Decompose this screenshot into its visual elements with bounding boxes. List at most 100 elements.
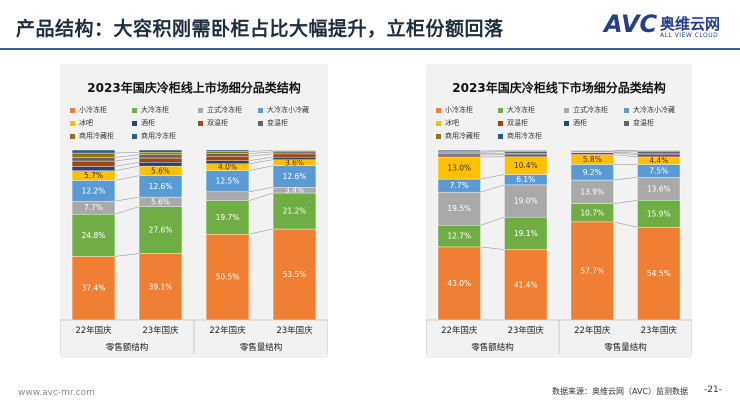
series-connector [248, 151, 274, 154]
data-label: 5.6% [151, 197, 170, 206]
series-connector [114, 196, 140, 202]
data-label: 53.5% [283, 270, 307, 279]
legend-swatch [258, 120, 263, 126]
bar-segment [272, 156, 317, 160]
bar-segment [272, 153, 317, 158]
bar-segment [71, 157, 116, 162]
bar-segment [138, 152, 183, 155]
data-label: 3.4% [285, 186, 304, 195]
category-label: 22年国庆 [209, 325, 246, 336]
legend-item: 冰吧 [436, 119, 459, 128]
series-connector [613, 152, 638, 156]
footer-url[interactable]: www.avc-mr.com [18, 388, 95, 398]
data-label: 12.6% [283, 172, 307, 181]
bar-segment [138, 154, 183, 159]
legend-label: 大冷冻柜 [507, 106, 535, 114]
bar-segment [504, 153, 548, 155]
series-connector [114, 253, 140, 257]
legend-label: 商用冷藏柜 [445, 132, 480, 140]
bar-segment [637, 153, 681, 155]
bar-segment [272, 149, 317, 151]
series-connector [613, 154, 638, 158]
category-label: 22年国庆 [75, 325, 112, 336]
data-label: 5.7% [84, 171, 103, 180]
bar-segment [205, 160, 250, 164]
group-label: 零售额结构 [106, 342, 149, 353]
series-connector [480, 174, 505, 180]
legend-swatch [436, 107, 441, 113]
series-connector [613, 200, 638, 204]
data-label: 24.8% [82, 231, 106, 240]
data-label: 4.4% [649, 156, 668, 165]
data-label: 43.0% [447, 279, 471, 288]
bar-segment [437, 153, 481, 156]
legend-swatch [498, 133, 503, 139]
bar-segment [437, 152, 481, 154]
legend-label: 酒柜 [141, 119, 155, 127]
bar-segment [504, 151, 548, 154]
bar-segment [138, 253, 183, 321]
bar-segment [272, 228, 317, 321]
legend-item: 双温柜 [498, 119, 528, 128]
bar-segment [205, 151, 250, 154]
series-connector [248, 153, 274, 157]
data-label: 19.7% [216, 213, 240, 222]
logo-mark: AVC [604, 10, 658, 38]
bar-segment [437, 149, 481, 152]
legend-swatch [498, 120, 503, 126]
series-connector [248, 186, 274, 193]
legend-label: 立式冷冻柜 [207, 106, 242, 114]
data-label: 7.5% [649, 166, 668, 175]
data-label: 12.7% [447, 232, 471, 241]
data-label: 5.8% [583, 155, 602, 164]
series-connector [248, 159, 274, 165]
data-label: 41.4% [514, 280, 538, 289]
legend-label: 双温柜 [507, 119, 528, 127]
legend-item: 商用冷冻柜 [498, 132, 542, 141]
bar-segment [504, 149, 548, 151]
series-connector [114, 151, 140, 154]
bar-segment [205, 149, 250, 152]
legend-swatch [70, 133, 75, 139]
legend-label: 双温柜 [207, 119, 228, 127]
data-label: 6.1% [516, 175, 535, 184]
data-label: 13.9% [580, 187, 604, 196]
group-label: 零售额结构 [471, 342, 514, 353]
legend-swatch [436, 133, 441, 139]
bar-segment [437, 154, 481, 158]
legend-label: 小冷冻柜 [445, 106, 473, 114]
data-label: 15.9% [647, 209, 671, 218]
legend-item: 商用冷冻柜 [132, 132, 176, 141]
data-label: 37.4% [82, 284, 106, 293]
bar-segment [437, 191, 481, 226]
bar-segment [138, 162, 183, 167]
bar-segment [570, 152, 614, 155]
data-label: 19.5% [447, 204, 471, 213]
legend-swatch [198, 120, 203, 126]
offline-chart-panel: 2023年国庆冷柜线下市场细分品类结构 小冷冻柜 大冷冻柜 立式冷冻柜 大冷冻小冷藏冰… [426, 64, 692, 358]
bar-segment [504, 154, 548, 158]
slide-title: 产品结构：大容积刚需卧柜占比大幅提升，立柜份额回落 [16, 18, 504, 40]
bar-segment [205, 153, 250, 157]
logo-cn-text: 奥维云网 [660, 15, 721, 33]
legend-label: 小冷冻柜 [79, 106, 107, 114]
legend-label: 变温柜 [267, 119, 288, 127]
chart-title: 2023年国庆冷柜线上市场细分品类结构 [87, 81, 301, 95]
series-connector [480, 246, 505, 250]
data-label: 5.6% [151, 166, 170, 175]
series-connector [248, 192, 274, 201]
category-label: 23年国庆 [508, 325, 545, 336]
legend-swatch [436, 120, 441, 126]
legend-item: 小冷冻柜 [436, 106, 473, 115]
legend-label: 大冷冻柜 [141, 106, 169, 114]
data-label: 27.6% [149, 226, 173, 235]
data-label: 19.0% [514, 197, 538, 206]
legend-swatch [498, 107, 503, 113]
category-label: 22年国庆 [574, 325, 611, 336]
series-connector [248, 228, 274, 235]
legend-item: 商用冷藏柜 [70, 132, 114, 141]
legend-item: 冰吧 [70, 119, 93, 128]
bar-segment [138, 149, 183, 153]
logo-sub-text: ALL VIEW CLOUD [660, 32, 719, 39]
offline-stacked-bar-chart: 43.0% 12.7% 19.5% 7.7% 13.0% 22年国庆 41.4% 19.1% 1… [426, 149, 692, 354]
